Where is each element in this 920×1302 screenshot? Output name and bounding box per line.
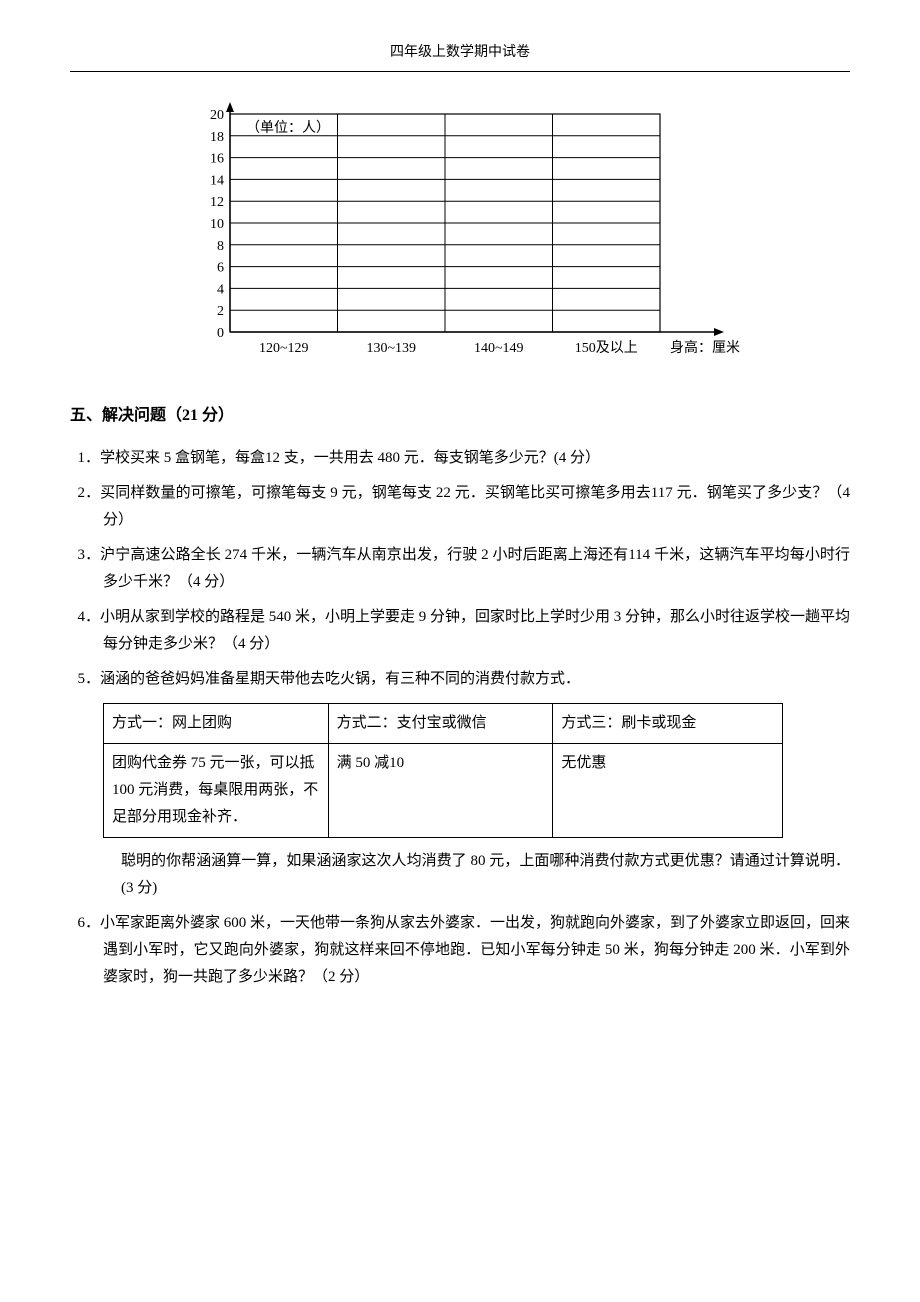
table-cell: 满 50 减10 bbox=[328, 743, 553, 837]
svg-text:10: 10 bbox=[210, 217, 224, 232]
problem-5-intro: 5．涵涵的爸爸妈妈准备星期天带他去吃火锅，有三种不同的消费付款方式． bbox=[70, 666, 850, 693]
svg-text:0: 0 bbox=[217, 326, 224, 341]
svg-text:12: 12 bbox=[210, 195, 224, 210]
problem-6: 6．小军家距离外婆家 600 米，一天他带一条狗从家去外婆家．一出发，狗就跑向外… bbox=[70, 910, 850, 991]
problem-3: 3．沪宁高速公路全长 274 千米，一辆汽车从南京出发，行驶 2 小时后距离上海… bbox=[70, 542, 850, 596]
problem-2: 2．买同样数量的可擦笔，可擦笔每支 9 元，钢笔每支 22 元．买钢笔比买可擦笔… bbox=[70, 480, 850, 534]
table-cell: 方式二：支付宝或微信 bbox=[328, 703, 553, 743]
svg-text:（单位：人）: （单位：人） bbox=[246, 120, 330, 136]
problem-4: 4．小明从家到学校的路程是 540 米，小明上学要走 9 分钟，回家时比上学时少… bbox=[70, 604, 850, 658]
svg-text:4: 4 bbox=[217, 283, 224, 298]
svg-text:8: 8 bbox=[217, 239, 224, 254]
section-5-title: 五、解决问题（21 分） bbox=[70, 402, 850, 431]
problem-1: 1．学校买来 5 盒钢笔，每盒12 支，一共用去 480 元．每支钢笔多少元？(… bbox=[70, 445, 850, 472]
svg-text:14: 14 bbox=[210, 174, 224, 189]
payment-table: 方式一：网上团购 方式二：支付宝或微信 方式三：刷卡或现金 团购代金券 75 元… bbox=[103, 703, 783, 838]
table-cell: 无优惠 bbox=[553, 743, 783, 837]
chart-svg: 0 2 4 6 8 10 12 14 16 18 20 120~129 130~139 140~149 15… bbox=[180, 102, 740, 362]
svg-text:150及以上: 150及以上 bbox=[575, 340, 638, 356]
svg-text:120~129: 120~129 bbox=[259, 341, 309, 356]
page-header: 四年级上数学期中试卷 bbox=[70, 40, 850, 72]
svg-text:16: 16 bbox=[210, 152, 224, 167]
table-row: 方式一：网上团购 方式二：支付宝或微信 方式三：刷卡或现金 bbox=[104, 703, 783, 743]
svg-text:2: 2 bbox=[217, 304, 224, 319]
table-cell: 方式三：刷卡或现金 bbox=[553, 703, 783, 743]
svg-text:20: 20 bbox=[210, 108, 224, 123]
svg-text:140~149: 140~149 bbox=[474, 341, 524, 356]
table-cell: 团购代金券 75 元一张，可以抵100 元消费，每桌限用两张，不足部分用现金补齐… bbox=[104, 743, 329, 837]
svg-text:130~139: 130~139 bbox=[366, 341, 416, 356]
svg-text:6: 6 bbox=[217, 261, 224, 276]
svg-text:身高：厘米: 身高：厘米 bbox=[670, 339, 740, 356]
svg-text:18: 18 bbox=[210, 130, 224, 145]
table-cell: 方式一：网上团购 bbox=[104, 703, 329, 743]
table-row: 团购代金券 75 元一张，可以抵100 元消费，每桌限用两张，不足部分用现金补齐… bbox=[104, 743, 783, 837]
problem-5-after: 聪明的你帮涵涵算一算，如果涵涵家这次人均消费了 80 元，上面哪种消费付款方式更… bbox=[70, 848, 850, 902]
bar-chart: 0 2 4 6 8 10 12 14 16 18 20 120~129 130~139 140~149 15… bbox=[180, 102, 740, 362]
payment-table-wrap: 方式一：网上团购 方式二：支付宝或微信 方式三：刷卡或现金 团购代金券 75 元… bbox=[103, 703, 850, 838]
